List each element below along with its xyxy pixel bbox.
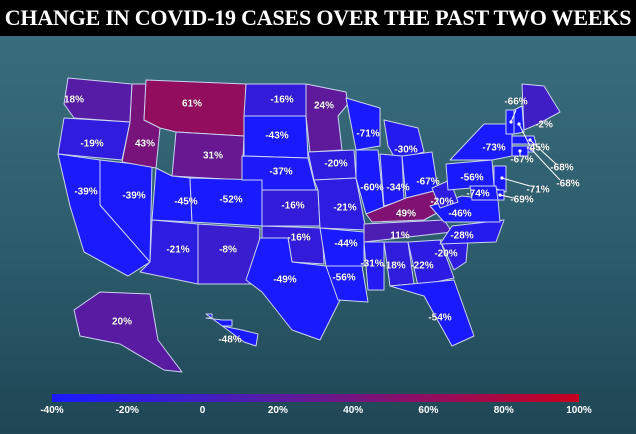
state-label-ri: -68% xyxy=(556,179,579,190)
state-label-sc: -20% xyxy=(434,249,457,260)
state-label-mo: -21% xyxy=(333,203,356,214)
state-label-md: -74% xyxy=(466,189,489,200)
state-label-ma: -68% xyxy=(550,163,573,174)
state-label-nj: -71% xyxy=(526,185,549,196)
state-label-wy: 31% xyxy=(203,151,223,162)
state-label-nm: -8% xyxy=(219,245,237,256)
state-ma xyxy=(511,135,537,145)
state-label-wi: -71% xyxy=(356,129,379,140)
state-label-wa: 18% xyxy=(64,95,84,106)
state-label-vt: -66% xyxy=(504,97,527,108)
state-mo xyxy=(313,177,367,231)
state-tx xyxy=(245,237,341,341)
state-hi xyxy=(205,313,259,347)
state-label-id: 43% xyxy=(135,139,155,150)
leader-line-vt xyxy=(510,109,517,123)
state-label-al: -18% xyxy=(382,261,405,272)
state-label-ca: -39% xyxy=(74,187,97,198)
state-wi xyxy=(345,97,381,151)
leader-dot-ct xyxy=(518,149,522,153)
state-ar xyxy=(319,227,365,267)
state-label-nd: -16% xyxy=(270,95,293,106)
state-label-fl: -54% xyxy=(428,313,451,324)
legend-tick: -20% xyxy=(115,405,139,416)
legend-tick: 100% xyxy=(566,405,592,416)
state-fl xyxy=(389,279,475,347)
state-label-tn: 11% xyxy=(390,231,410,242)
state-ga xyxy=(407,239,455,287)
state-md xyxy=(469,185,499,201)
state-label-hi: -48% xyxy=(218,335,241,346)
state-az xyxy=(139,219,199,285)
state-label-sd: -43% xyxy=(265,131,288,142)
state-label-ks: -16% xyxy=(281,201,304,212)
leader-dot-nj xyxy=(500,176,504,180)
state-label-ut: -45% xyxy=(174,197,197,208)
leader-dot-de xyxy=(498,193,502,197)
state-label-ok: -16% xyxy=(287,233,310,244)
state-label-va: -46% xyxy=(448,209,471,220)
legend-tick: 40% xyxy=(343,405,364,416)
state-ms xyxy=(363,241,385,291)
state-label-ak: 20% xyxy=(112,317,132,328)
leader-dot-ri xyxy=(529,147,533,151)
state-label-ct: -67% xyxy=(510,155,533,166)
state-label-oh: -67% xyxy=(416,177,439,188)
state-label-wv: -20% xyxy=(430,197,453,208)
leader-dot-ma xyxy=(528,138,532,142)
leader-dot-nh xyxy=(517,122,521,126)
state-label-la: -56% xyxy=(332,273,355,284)
state-label-tx: -49% xyxy=(273,275,296,286)
state-label-pa: -56% xyxy=(460,173,483,184)
leader-line-ri xyxy=(530,148,561,181)
state-ak xyxy=(73,291,183,373)
legend-tick: 60% xyxy=(418,405,439,416)
leader-line-nj xyxy=(501,177,531,187)
state-label-il: -60% xyxy=(360,183,383,194)
leader-line-ma xyxy=(529,139,557,165)
legend-color-bar xyxy=(52,394,579,402)
legend-tick: 80% xyxy=(493,405,514,416)
state-label-co: -52% xyxy=(219,195,242,206)
legend-tick: 0 xyxy=(199,405,206,416)
state-label-ne: -37% xyxy=(269,167,292,178)
state-label-ga: -22% xyxy=(410,261,433,272)
state-label-me: -2% xyxy=(535,120,553,131)
state-label-az: -21% xyxy=(166,245,189,256)
state-label-nc: -28% xyxy=(450,231,473,242)
state-label-ny: -73% xyxy=(482,143,505,154)
state-label-or: -19% xyxy=(80,139,103,150)
us-choropleth-map: 18% -19% -39% -39% 43% 61% 31% -45% -21% -52% -8% -… xyxy=(57,77,580,373)
state-label-nv: -39% xyxy=(122,191,145,202)
map-title: CHANGE IN COVID-19 CASES OVER THE PAST T… xyxy=(4,5,632,30)
state-label-mi: -30% xyxy=(394,145,417,156)
leader-line-nh xyxy=(518,123,531,147)
state-label-mt: 61% xyxy=(182,99,202,110)
state-label-de: -69% xyxy=(510,195,533,206)
state-label-ia: -20% xyxy=(324,159,347,170)
leader-line-de xyxy=(499,194,515,199)
state-nh xyxy=(513,105,525,135)
state-label-nh: -45% xyxy=(526,143,549,154)
leader-lines xyxy=(498,109,561,199)
legend-tick: -40% xyxy=(40,405,64,416)
leader-dot-vt xyxy=(509,120,513,124)
state-labels: 18% -19% -39% -39% 43% 61% 31% -45% -21% -52% -8% -… xyxy=(64,94,580,346)
state-label-ms: -31% xyxy=(360,259,383,270)
state-in xyxy=(379,153,405,207)
state-la xyxy=(325,265,369,303)
state-mn xyxy=(305,83,349,153)
title-bar: CHANGE IN COVID-19 CASES OVER THE PAST T… xyxy=(0,0,636,36)
state-nj xyxy=(493,165,507,193)
state-label-ar: -44% xyxy=(334,239,357,250)
state-label-in: -34% xyxy=(386,183,409,194)
states-layer xyxy=(57,77,561,373)
state-label-mn: 24% xyxy=(314,101,334,112)
state-label-ky: 49% xyxy=(396,209,416,220)
legend-tick: 20% xyxy=(267,405,288,416)
